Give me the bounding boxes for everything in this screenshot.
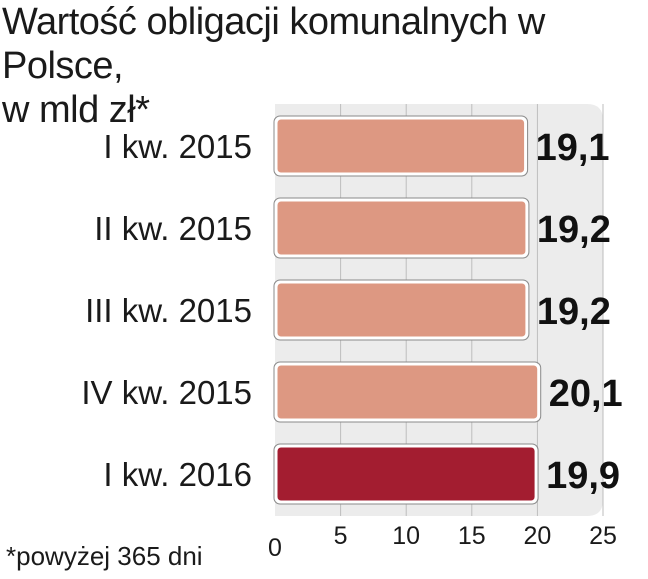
tick-label-20: 20 xyxy=(523,522,551,550)
tick-label-15: 15 xyxy=(458,522,486,550)
category-label-5: I kw. 2016 xyxy=(103,456,252,493)
bar-4 xyxy=(274,362,541,422)
bar-edge-3 xyxy=(273,279,530,341)
bar-5 xyxy=(274,444,538,504)
tick-label-25: 25 xyxy=(589,522,617,550)
value-label-4: 20,1 xyxy=(549,373,623,415)
tick-label-10: 10 xyxy=(392,522,420,550)
bar-edge-5 xyxy=(273,443,539,505)
bar-3 xyxy=(274,280,529,340)
category-label-4: IV kw. 2015 xyxy=(81,374,252,411)
value-label-5: 19,9 xyxy=(546,455,620,497)
bar-2 xyxy=(274,198,529,258)
bar-edge-1 xyxy=(273,115,529,177)
value-label-1: 19,1 xyxy=(536,127,610,169)
bar-edge-2 xyxy=(273,197,530,259)
value-label-2: 19,2 xyxy=(537,209,611,251)
chart-title-line-2: w mld zł* xyxy=(2,89,150,131)
bar-edge-4 xyxy=(273,361,542,423)
value-label-3: 19,2 xyxy=(537,291,611,333)
category-label-2: II kw. 2015 xyxy=(94,210,252,247)
chart-title: Wartość obligacji komunalnych w Polsce, … xyxy=(2,0,648,132)
bar-1 xyxy=(274,116,528,176)
tick-label-0: 0 xyxy=(268,534,282,562)
category-label-1: I kw. 2015 xyxy=(103,128,252,165)
chart-title-line-1: Wartość obligacji komunalnych w Polsce, xyxy=(2,1,545,87)
category-label-3: III kw. 2015 xyxy=(85,292,252,329)
tick-label-5: 5 xyxy=(334,522,348,550)
footnote: *powyżej 365 dni xyxy=(6,541,203,571)
